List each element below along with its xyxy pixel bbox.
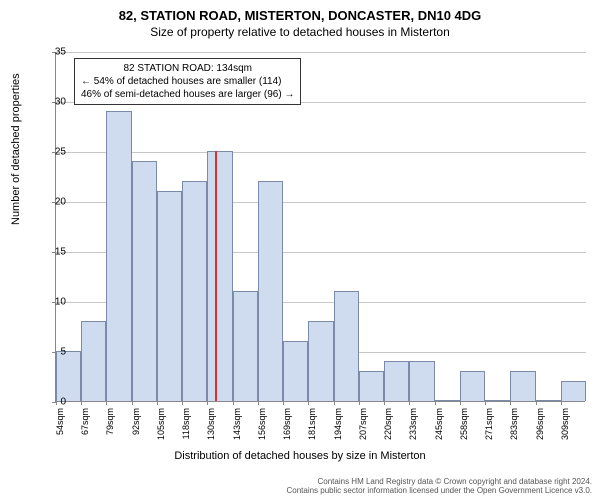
- x-tick-label: 245sqm: [434, 408, 444, 448]
- y-tick-label: 30: [55, 97, 66, 108]
- histogram-bar: [561, 381, 586, 401]
- histogram-bar: [106, 111, 131, 401]
- histogram-bar: [334, 291, 359, 401]
- title-line-1: 82, STATION ROAD, MISTERTON, DONCASTER, …: [0, 0, 600, 23]
- x-tick-label: 67sqm: [80, 408, 90, 448]
- x-tick-label: 54sqm: [55, 408, 65, 448]
- x-tick-label: 258sqm: [459, 408, 469, 448]
- histogram-bar: [308, 321, 333, 401]
- histogram-bar: [283, 341, 308, 401]
- histogram-bar: [132, 161, 157, 401]
- y-tick-label: 5: [60, 347, 66, 358]
- x-tick-label: 220sqm: [383, 408, 393, 448]
- y-tick-label: 0: [60, 397, 66, 408]
- annotation-box: 82 STATION ROAD: 134sqm← 54% of detached…: [74, 58, 301, 105]
- x-tick-label: 156sqm: [257, 408, 267, 448]
- histogram-bar: [207, 151, 232, 401]
- annotation-line: 82 STATION ROAD: 134sqm: [81, 62, 294, 75]
- annotation-line: 46% of semi-detached houses are larger (…: [81, 88, 294, 101]
- footer-attribution: Contains HM Land Registry data © Crown c…: [286, 477, 592, 496]
- footer-line-2: Contains public sector information licen…: [286, 486, 592, 496]
- y-tick-label: 10: [55, 297, 66, 308]
- x-axis-label: Distribution of detached houses by size …: [0, 450, 600, 462]
- histogram-bar: [359, 371, 384, 401]
- x-tick-label: 181sqm: [307, 408, 317, 448]
- x-tick-label: 79sqm: [105, 408, 115, 448]
- x-tick-label: 169sqm: [282, 408, 292, 448]
- histogram-bar: [536, 400, 561, 401]
- histogram-bar: [56, 351, 81, 401]
- x-tick-label: 194sqm: [333, 408, 343, 448]
- y-tick-label: 25: [55, 147, 66, 158]
- reference-marker: [215, 151, 217, 401]
- histogram-bar: [81, 321, 106, 401]
- x-tick-label: 207sqm: [358, 408, 368, 448]
- y-tick-label: 35: [55, 47, 66, 58]
- histogram-bar: [409, 361, 434, 401]
- histogram-bar: [157, 191, 182, 401]
- x-tick-label: 105sqm: [156, 408, 166, 448]
- x-tick-label: 130sqm: [206, 408, 216, 448]
- footer-line-1: Contains HM Land Registry data © Crown c…: [286, 477, 592, 487]
- histogram-bar: [258, 181, 283, 401]
- x-tick-label: 271sqm: [484, 408, 494, 448]
- y-tick-label: 20: [55, 197, 66, 208]
- histogram-bar: [485, 400, 510, 401]
- title-line-2: Size of property relative to detached ho…: [0, 23, 600, 39]
- x-tick-label: 233sqm: [408, 408, 418, 448]
- x-tick-label: 309sqm: [560, 408, 570, 448]
- x-tick-label: 296sqm: [535, 408, 545, 448]
- histogram-chart: 82 STATION ROAD: 134sqm← 54% of detached…: [55, 52, 585, 402]
- histogram-bar: [510, 371, 535, 401]
- histogram-bar: [182, 181, 207, 401]
- histogram-bar: [384, 361, 409, 401]
- x-tick-label: 92sqm: [131, 408, 141, 448]
- y-tick-label: 15: [55, 247, 66, 258]
- histogram-bar: [435, 400, 460, 401]
- histogram-bar: [460, 371, 485, 401]
- x-tick-label: 118sqm: [181, 408, 191, 448]
- annotation-line: ← 54% of detached houses are smaller (11…: [81, 75, 294, 88]
- histogram-bar: [233, 291, 258, 401]
- y-axis-label: Number of detached properties: [10, 73, 22, 225]
- x-tick-label: 283sqm: [509, 408, 519, 448]
- x-tick-label: 143sqm: [232, 408, 242, 448]
